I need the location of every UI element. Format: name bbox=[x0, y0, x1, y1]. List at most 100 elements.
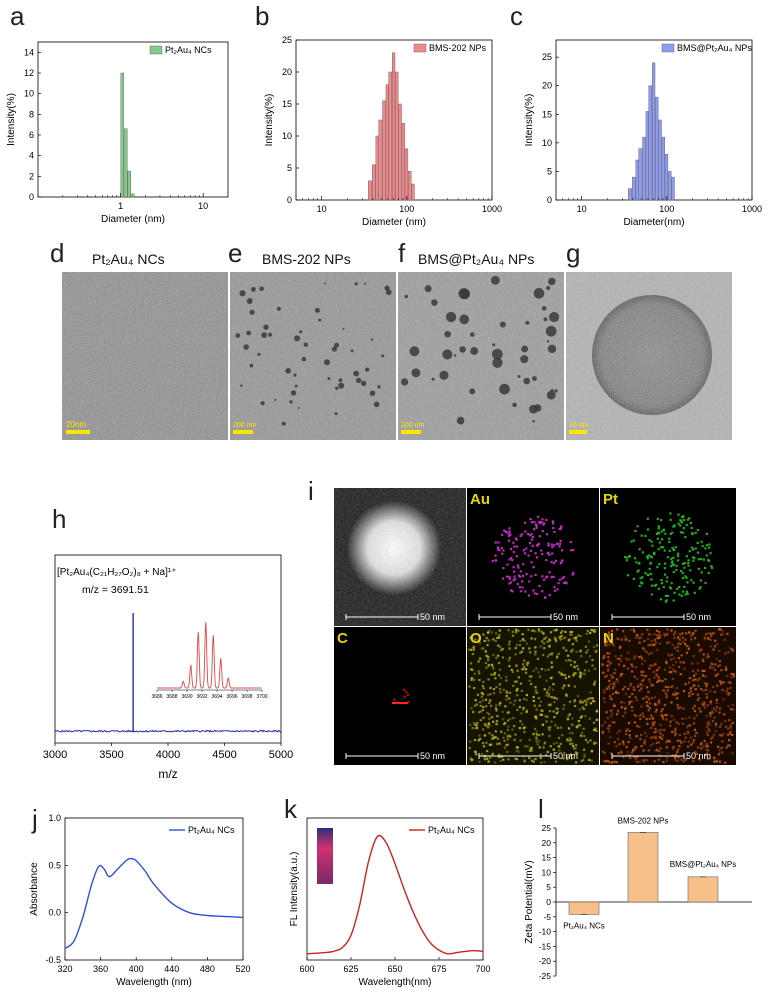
eds-pixel bbox=[557, 652, 560, 655]
eds-pixel bbox=[588, 717, 591, 720]
particle bbox=[250, 286, 256, 292]
y-tick-label: 20 bbox=[542, 838, 552, 848]
histogram-bar bbox=[368, 180, 372, 201]
eds-pixel bbox=[532, 695, 535, 699]
eds-pixel bbox=[678, 586, 681, 589]
eds-pixel bbox=[640, 745, 643, 748]
eds-pixel bbox=[665, 693, 668, 696]
eds-pixel bbox=[726, 692, 729, 695]
eds-pixel bbox=[516, 545, 519, 548]
eds-pixel bbox=[515, 538, 518, 541]
eds-pixel bbox=[537, 733, 541, 737]
eds-pixel bbox=[630, 705, 633, 709]
eds-pixel bbox=[540, 761, 543, 764]
eds-pixel bbox=[678, 733, 681, 737]
eds-pixel bbox=[503, 529, 506, 532]
eds-pixel bbox=[659, 747, 662, 750]
eds-pixel bbox=[479, 701, 482, 704]
eds-pixel bbox=[665, 713, 669, 716]
eds-pixel bbox=[671, 684, 675, 687]
eds-pixel bbox=[535, 708, 538, 711]
eds-pixel bbox=[654, 735, 657, 738]
eds-pixel bbox=[674, 661, 678, 664]
eds-pixel bbox=[559, 542, 562, 545]
eds-pixel bbox=[682, 515, 685, 518]
eds-pixel bbox=[577, 634, 580, 637]
eds-pixel bbox=[469, 723, 472, 727]
eds-pixel bbox=[607, 760, 610, 763]
eds-pixel bbox=[658, 541, 661, 544]
eds-pixel bbox=[580, 672, 583, 675]
eds-pixel bbox=[608, 730, 611, 733]
eds-pixel bbox=[579, 734, 583, 737]
eds-pixel bbox=[667, 653, 670, 656]
eds-pixel bbox=[522, 549, 526, 552]
scale-label: 10 nm bbox=[569, 422, 589, 429]
eds-pixel bbox=[502, 688, 505, 691]
eds-pixel bbox=[470, 668, 474, 671]
eds-pixel bbox=[494, 707, 498, 710]
eds-pixel bbox=[686, 581, 689, 584]
eds-pixel bbox=[537, 515, 540, 518]
plot-frame bbox=[37, 41, 229, 198]
eds-pixel bbox=[653, 643, 656, 646]
eds-pixel bbox=[675, 721, 678, 724]
eds-pixel bbox=[658, 698, 661, 702]
zeta-bar bbox=[687, 876, 719, 903]
scale-label: 200 nm bbox=[401, 422, 425, 429]
eds-pixel bbox=[512, 716, 515, 720]
eds-pixel bbox=[534, 630, 537, 633]
eds-pixel bbox=[485, 741, 488, 744]
eds-pixel bbox=[480, 695, 483, 698]
eds-pixel bbox=[630, 700, 633, 703]
eds-pixel bbox=[691, 662, 694, 665]
y-tick-label: 10 bbox=[542, 867, 552, 877]
eds-pixel bbox=[613, 672, 616, 675]
eds-pixel bbox=[711, 711, 714, 714]
eds-pixel bbox=[581, 701, 584, 704]
eds-pixel bbox=[495, 636, 499, 640]
eds-pixel bbox=[406, 693, 410, 696]
eds-pixel bbox=[556, 726, 560, 730]
eds-pixel bbox=[609, 761, 612, 764]
panel-letter: i bbox=[308, 476, 314, 506]
particle bbox=[453, 354, 457, 357]
eds-pixel bbox=[674, 693, 678, 696]
eds-pixel bbox=[658, 642, 662, 645]
eds-pixel bbox=[508, 697, 511, 700]
y-tick-label: 1.0 bbox=[48, 813, 61, 823]
eds-pixel bbox=[611, 692, 614, 695]
eds-pixel bbox=[541, 723, 545, 726]
eds-pixel bbox=[694, 629, 697, 632]
eds-pixel bbox=[552, 710, 555, 713]
particle bbox=[521, 345, 529, 353]
eds-pixel bbox=[479, 719, 482, 722]
eds-pixel bbox=[680, 758, 683, 761]
particle bbox=[369, 390, 376, 396]
y-tick-label: 10 bbox=[282, 131, 292, 141]
eds-pixel bbox=[635, 756, 639, 759]
y-tick-label: 25 bbox=[542, 823, 552, 833]
eds-pixel bbox=[495, 709, 498, 712]
eds-pixel bbox=[492, 638, 495, 641]
particle bbox=[459, 346, 466, 353]
eds-pixel bbox=[541, 552, 544, 556]
eds-pixel bbox=[711, 736, 714, 739]
eds-pixel bbox=[676, 751, 679, 754]
eds-pixel bbox=[625, 729, 628, 732]
eds-pixel bbox=[672, 525, 675, 528]
eds-pixel bbox=[627, 651, 630, 654]
legend-swatch bbox=[413, 43, 427, 53]
x-tick-label: 4500 bbox=[212, 749, 236, 761]
eds-pixel bbox=[656, 634, 659, 637]
eds-pixel bbox=[608, 695, 612, 698]
eds-pixel bbox=[652, 670, 655, 674]
x-axis-title: Diameter (nm) bbox=[101, 214, 165, 225]
particle bbox=[470, 347, 479, 355]
eds-pixel bbox=[682, 527, 686, 530]
eds-pixel bbox=[623, 685, 626, 689]
eds-pixel bbox=[631, 709, 634, 712]
eds-pixel bbox=[710, 737, 713, 740]
